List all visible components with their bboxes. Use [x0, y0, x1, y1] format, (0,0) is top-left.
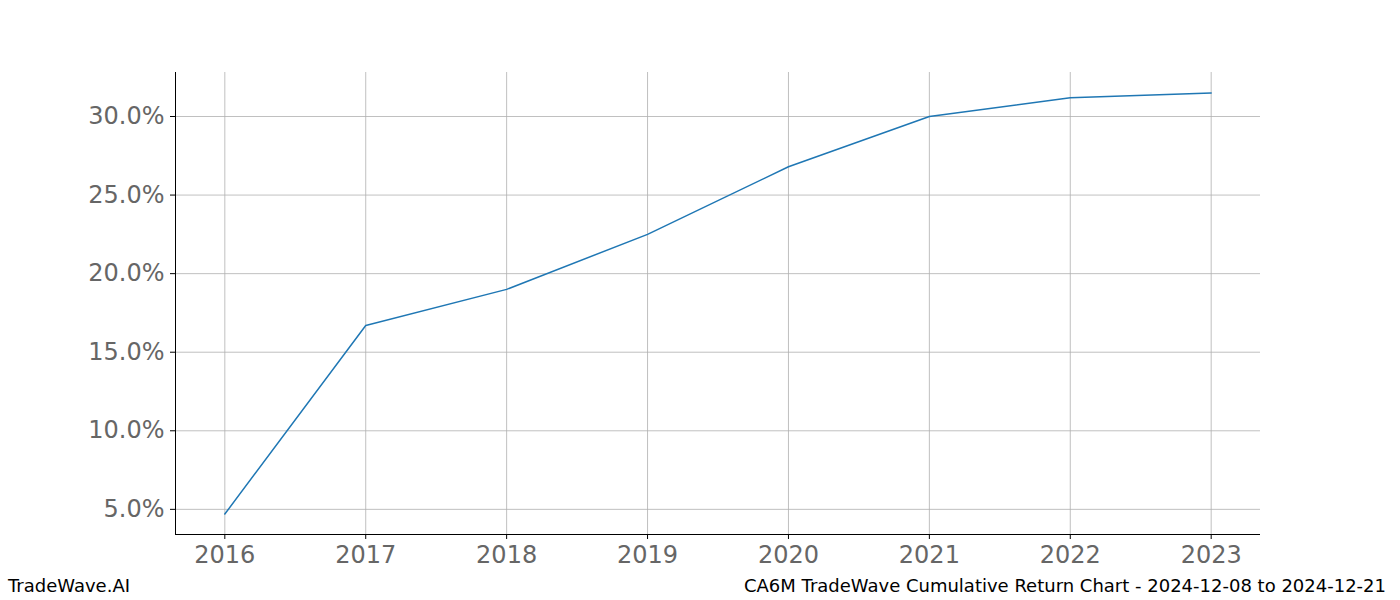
svg-text:2021: 2021	[899, 541, 960, 569]
svg-text:20.0%: 20.0%	[88, 259, 164, 287]
svg-text:30.0%: 30.0%	[88, 102, 164, 130]
html-text:TradeWave.AI: TradeWave.AI	[8, 575, 130, 596]
svg-text:10.0%: 10.0%	[88, 416, 164, 444]
svg-text:2017: 2017	[335, 541, 396, 569]
html-text:CA6M TradeWave Cumulative Retu: CA6M TradeWave Cumulative Return Chart -…	[744, 575, 1386, 596]
svg-text:2018: 2018	[476, 541, 537, 569]
svg-text:2022: 2022	[1040, 541, 1101, 569]
svg-text:2019: 2019	[617, 541, 678, 569]
svg-text:15.0%: 15.0%	[88, 338, 164, 366]
svg-text:25.0%: 25.0%	[88, 181, 164, 209]
svg-text:2016: 2016	[194, 541, 255, 569]
svg-text:5.0%: 5.0%	[104, 495, 165, 523]
svg-text:2020: 2020	[758, 541, 819, 569]
svg-text:2023: 2023	[1181, 541, 1242, 569]
